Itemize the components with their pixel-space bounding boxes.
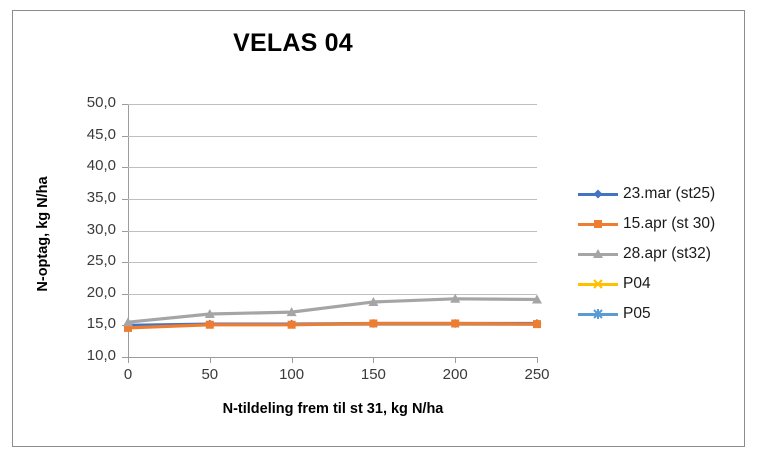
gridline [128, 262, 537, 264]
asterisk-marker [593, 309, 603, 319]
x-axis-tick-label: 100 [279, 366, 305, 383]
y-axis-tick-label: 10,0 [86, 347, 116, 364]
y-axis-tick [122, 293, 128, 295]
x-axis-tick [128, 357, 129, 363]
legend-item-label: P05 [623, 305, 651, 322]
legend-item[interactable]: 15.apr (st 30) [578, 209, 753, 239]
plot-area [123, 293, 542, 332]
chart-title: VELAS 04 [233, 29, 353, 57]
asterisk-marker [578, 307, 618, 321]
square-marker [578, 217, 618, 231]
x-axis-tick-label: 50 [201, 366, 219, 383]
y-axis-tick-label: 15,0 [86, 315, 116, 333]
gridline [128, 293, 537, 295]
gridline [128, 198, 537, 200]
x-axis-title: N-tildeling frem til st 31, kg N/ha [222, 401, 444, 417]
square-marker [533, 320, 541, 329]
x-marker [593, 279, 603, 289]
triangle-marker [532, 294, 542, 304]
x-axis-tick [209, 357, 211, 363]
x-axis-tick-label: 200 [442, 366, 468, 383]
square-marker [124, 323, 132, 332]
legend-item[interactable]: P04 [578, 269, 753, 299]
gridline [128, 135, 537, 137]
triangle-marker [368, 296, 379, 306]
y-axis-tick-label: 30,0 [86, 220, 116, 238]
triangle-marker [578, 247, 618, 261]
legend-item[interactable]: P05 [578, 299, 753, 329]
x-axis-tick [455, 357, 457, 363]
y-axis-tick-label: 35,0 [86, 188, 116, 206]
square-marker [369, 319, 378, 328]
diamond-marker [578, 187, 618, 201]
gridline [128, 230, 537, 232]
legend-item-label: 23.mar (st25) [623, 185, 716, 202]
x-axis-line [128, 357, 538, 358]
y-axis-tick [122, 104, 128, 105]
x-axis-tick-label: 250 [524, 366, 550, 383]
y-axis-tick-label: 40,0 [86, 157, 116, 175]
x-axis-tick [291, 357, 293, 363]
x-marker [578, 277, 618, 291]
legend-item[interactable]: 23.mar (st25) [578, 179, 753, 209]
square-marker [287, 320, 296, 329]
x-axis-tick [373, 357, 375, 363]
y-axis-tick-label: 45,0 [86, 125, 116, 143]
gridline [128, 104, 537, 105]
gridline [128, 325, 537, 327]
chart-legend: 23.mar (st25) 15.apr (st 30) 28.apr (st32)… [578, 179, 753, 329]
y-axis-tick [122, 230, 128, 232]
x-axis-tick-label: 150 [360, 366, 386, 383]
triangle-marker [123, 317, 133, 327]
square-marker [594, 220, 602, 228]
y-axis-title: N-optag, kg N/ha [35, 176, 51, 292]
y-axis-tick-label: 50,0 [86, 94, 116, 111]
diamond-marker [593, 189, 603, 199]
chart-container: VELAS 04 N-optag, kg N/ha 50,0 45,0 40,0 35… [12, 10, 745, 447]
gridline [128, 167, 537, 169]
y-axis-tick-label: 25,0 [86, 252, 116, 270]
y-axis-tick [122, 198, 128, 200]
square-marker [205, 320, 214, 329]
y-axis-tick [122, 357, 128, 358]
y-axis-tick [122, 167, 128, 169]
y-axis-tick [122, 262, 128, 264]
y-axis-tick [122, 135, 128, 137]
triangle-marker [286, 307, 297, 317]
triangle-marker [450, 293, 461, 303]
legend-item[interactable]: 28.apr (st32) [578, 239, 753, 269]
series-line [123, 293, 542, 327]
legend-item-label: P04 [623, 275, 651, 292]
triangle-marker [593, 249, 603, 258]
triangle-marker [204, 308, 215, 318]
legend-item-label: 28.apr (st32) [623, 245, 711, 262]
x-axis-tick-label: 0 [123, 366, 133, 383]
x-axis-tick [537, 357, 538, 363]
series-line [124, 319, 541, 332]
y-axis-tick-label: 20,0 [86, 283, 116, 301]
square-marker [451, 319, 460, 328]
legend-item-label: 15.apr (st 30) [623, 215, 716, 232]
